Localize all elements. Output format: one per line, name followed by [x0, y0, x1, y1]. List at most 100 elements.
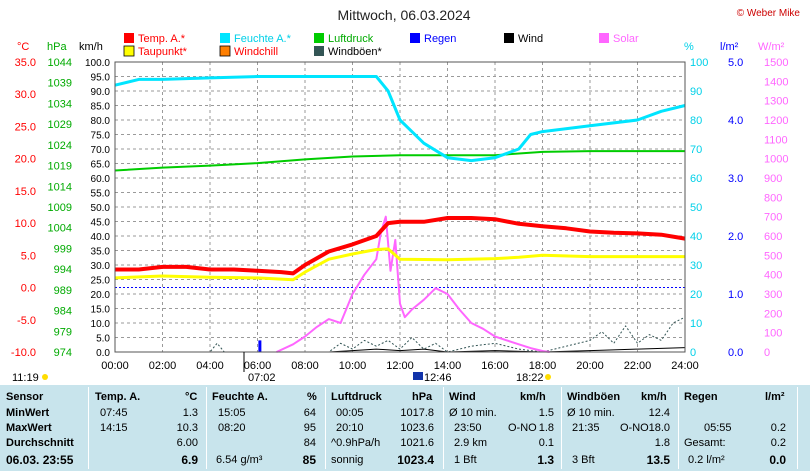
legend-swatch-luftdruck	[314, 33, 324, 43]
wind-tick-label: 100.0	[85, 58, 110, 69]
wind-tick-label: 0.0	[96, 348, 110, 359]
stats-windboeen-unit: km/h	[641, 391, 667, 403]
humidity-tick-label: 50	[690, 202, 702, 214]
stats-feuchte-max-time: 08:20	[218, 422, 246, 434]
rain-tick-label: 2.0	[728, 231, 743, 243]
unit-rain: l/m²	[720, 41, 739, 53]
solar-tick-label: 1300	[764, 96, 788, 108]
stats-regen-r2-time: 05:55	[704, 422, 732, 434]
solar-tick-label: 0	[764, 347, 770, 359]
temp-tick-label: 5.0	[21, 250, 36, 262]
weather-chart: Mittwoch, 06.03.2024 © Weber Mike Temp. …	[11, 7, 801, 384]
stats-wind-current-label: 1 Bft	[454, 454, 477, 466]
sun-info: 07:02 12:46 18:22 11:19	[12, 352, 551, 384]
pressure-tick-label: 1019	[48, 161, 72, 173]
temp-tick-label: -5.0	[17, 315, 36, 327]
solar-tick-label: 200	[764, 308, 782, 320]
x-tick-label: 14:00	[434, 360, 462, 372]
stats-feuchte-min-val: 64	[303, 407, 316, 419]
series-line-feuchte-a	[114, 75, 686, 163]
legend-swatch-regen	[410, 33, 420, 43]
stats-sensor-header: Sensor	[6, 391, 44, 403]
unit-pressure: hPa	[47, 41, 67, 53]
noon-time: 12:46	[424, 372, 452, 384]
x-tick-label: 22:00	[624, 360, 652, 372]
series-line-luftdruck	[114, 150, 685, 172]
wind-tick-label: 5.0	[96, 334, 110, 345]
legend-swatch-wind	[504, 33, 514, 43]
stats-wind-r1-label: Ø 10 min.	[449, 407, 497, 419]
stats-windboeen-r2-time: 21:35	[572, 422, 600, 434]
stats-wind-current: 1.3	[537, 453, 554, 467]
stats-luftdruck-header: Luftdruck	[331, 391, 382, 403]
stats-windboeen-r2-val: 18.0	[648, 422, 670, 434]
legend-label-wind: Wind	[518, 33, 543, 45]
stats-wind-unit: km/h	[520, 391, 546, 403]
sunset-dot	[545, 374, 551, 380]
rain-tick-label: 5.0	[728, 57, 743, 69]
x-tick-label: 24:00	[671, 360, 699, 372]
x-tick-label: 20:00	[576, 360, 604, 372]
humidity-tick-label: 90	[690, 86, 702, 98]
stats-temp-min-time: 07:45	[100, 407, 128, 419]
humidity-tick-label: 20	[690, 289, 702, 301]
wind-tick-label: 15.0	[91, 305, 111, 316]
stats-luftdruck-min-time: 00:05	[336, 407, 364, 419]
solar-tick-label: 1200	[764, 115, 788, 127]
stats-wind-r2-dir: O-NO	[508, 422, 537, 434]
series-line-taupunkt	[114, 247, 685, 282]
stats-max-label: MaxWert	[6, 422, 52, 434]
pressure-tick-label: 984	[54, 306, 72, 318]
humidity-tick-label: 30	[690, 260, 702, 272]
clock-time: 11:19	[12, 372, 39, 384]
wind-tick-label: 95.0	[91, 73, 111, 84]
stats-regen-r3-val: 0.2	[770, 437, 786, 449]
wind-tick-label: 75.0	[91, 131, 111, 142]
legend-label-windboeen: Windböen*	[328, 46, 383, 58]
pressure-tick-label: 1034	[48, 98, 72, 110]
x-tick-label: 16:00	[481, 360, 509, 372]
pressure-tick-label: 1004	[48, 223, 72, 235]
pressure-tick-label: 1014	[48, 181, 72, 193]
stats-wind-r2-time: 23:50	[454, 422, 482, 434]
stats-windboeen-current: 13.5	[646, 453, 670, 467]
legend-label-solar: Solar	[613, 33, 639, 45]
wind-tick-label: 85.0	[91, 102, 111, 113]
solar-tick-label: 700	[764, 212, 782, 224]
stats-wind-r1-val: 1.5	[538, 407, 554, 419]
rain-tick-label: 1.0	[728, 289, 743, 301]
solar-tick-label: 400	[764, 270, 782, 282]
legend-swatch-feuchte	[220, 33, 230, 43]
solar-tick-label: 1000	[764, 154, 788, 166]
wind-tick-label: 40.0	[91, 232, 111, 243]
stats-temp-unit: °C	[185, 391, 198, 403]
pressure-tick-label: 994	[54, 264, 72, 276]
solar-tick-label: 1500	[764, 57, 788, 69]
stats-temp-max-val: 10.3	[176, 422, 198, 434]
humidity-tick-label: 70	[690, 144, 702, 156]
series-line-wind	[115, 347, 686, 353]
legend-swatch-windchill	[219, 45, 231, 57]
stats-regen-unit: l/m²	[765, 391, 785, 403]
stats-windboeen-header: Windböen	[567, 391, 621, 403]
humidity-tick-label: 40	[690, 231, 702, 243]
stats-feuchte-header: Feuchte A.	[212, 391, 268, 403]
wind-tick-label: 20.0	[91, 290, 111, 301]
stats-luftdruck-avg-label: ^0.9hPa/h	[331, 437, 381, 449]
legend-label-regen: Regen	[424, 33, 456, 45]
sunrise-time: 07:02	[248, 372, 276, 384]
stats-regen-r2-val: 0.2	[770, 422, 786, 434]
wind-tick-label: 80.0	[91, 116, 111, 127]
temp-tick-label: 10.0	[15, 218, 36, 230]
stats-luftdruck-current: 1023.4	[397, 453, 434, 467]
stats-table: Sensor MinWert MaxWert Durchschnitt 06.0…	[0, 385, 810, 471]
wind-tick-label: 35.0	[91, 247, 111, 258]
x-tick-label: 06:00	[244, 360, 272, 372]
stats-windboeen-r3-val: 1.8	[654, 437, 670, 449]
stats-wind-header: Wind	[449, 391, 476, 403]
legend-swatch-windboeen	[314, 46, 324, 56]
temp-tick-label: 30.0	[15, 89, 36, 101]
pressure-tick-label: 1024	[48, 140, 72, 152]
stats-temp-current: 6.9	[181, 453, 198, 467]
temp-tick-label: -10.0	[11, 347, 36, 359]
